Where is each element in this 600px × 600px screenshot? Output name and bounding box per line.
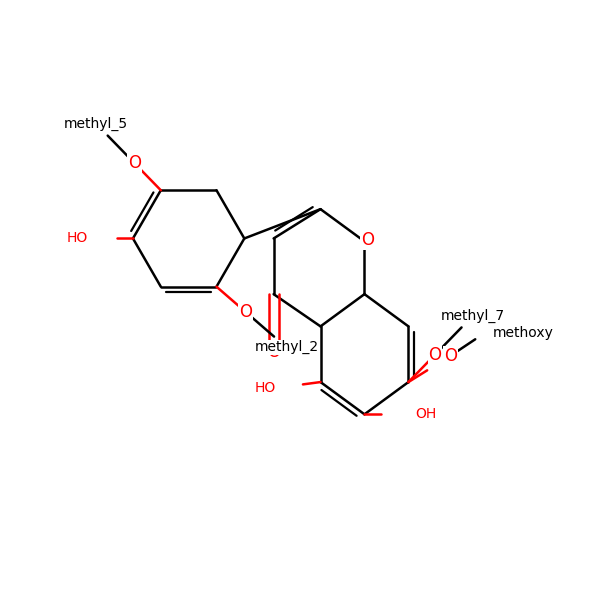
Text: HO: HO <box>67 232 88 245</box>
Text: O: O <box>239 302 252 320</box>
Text: O: O <box>361 231 374 249</box>
Text: methyl_7: methyl_7 <box>441 308 505 323</box>
Text: O: O <box>128 154 141 172</box>
Text: O: O <box>267 343 280 361</box>
Text: O: O <box>428 346 442 364</box>
Text: methoxy: methoxy <box>493 326 554 340</box>
Text: O: O <box>444 347 457 365</box>
Text: methyl_2: methyl_2 <box>254 340 319 355</box>
Text: OH: OH <box>415 407 437 421</box>
Text: methyl_5: methyl_5 <box>64 117 128 131</box>
Text: HO: HO <box>254 381 275 395</box>
